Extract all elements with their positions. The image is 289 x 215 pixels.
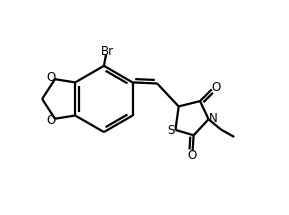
Text: S: S — [167, 124, 175, 138]
Text: Br: Br — [101, 45, 114, 58]
Text: O: O — [47, 71, 56, 84]
Text: O: O — [188, 149, 197, 163]
Text: O: O — [47, 114, 56, 127]
Text: N: N — [208, 112, 217, 125]
Text: O: O — [212, 81, 221, 94]
